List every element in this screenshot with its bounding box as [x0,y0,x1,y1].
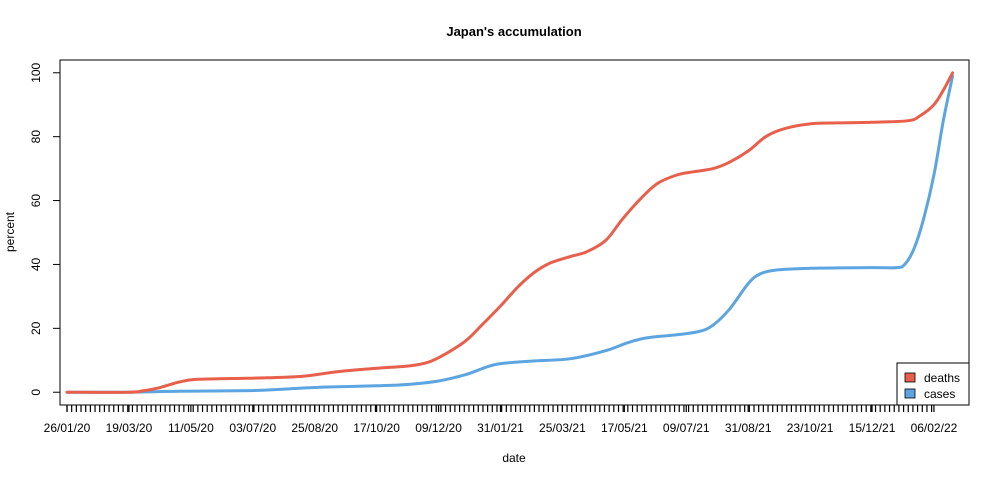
x-tick-label: 23/10/21 [787,421,834,435]
chart-title: Japan's accumulation [446,24,581,39]
legend-swatch-deaths [904,372,916,383]
x-axis-label: date [502,451,526,465]
y-axis-label: percent [3,211,17,252]
y-tick-label: 40 [29,257,43,271]
x-tick-label: 11/05/20 [168,421,214,435]
y-tick-label: 0 [29,389,43,396]
x-tick-label: 25/03/21 [539,421,586,435]
x-tick-label: 15/12/21 [849,421,896,435]
x-tick-label: 19/03/20 [106,421,153,435]
x-tick-label: 06/02/22 [911,421,958,435]
x-tick-label: 17/10/20 [353,421,400,435]
y-tick-label: 60 [29,194,43,208]
series-layer [65,71,955,394]
y-tick-label: 20 [29,321,43,335]
x-tick-label: 17/05/21 [601,421,648,435]
legend-label-deaths: deaths [924,371,960,385]
x-tick-label: 09/12/20 [415,421,462,435]
y-tick-label: 100 [29,62,43,82]
y-tick-label: 80 [29,130,43,144]
series-line-cases [65,74,955,394]
legend-label-cases: cases [924,387,955,401]
y-axis: 0 20 40 60 80 100 [29,62,61,396]
x-tick-label: 09/07/21 [663,421,710,435]
x-tick-label: 26/01/20 [44,421,91,435]
legend: deaths cases [896,362,970,406]
x-tick-label: 31/08/21 [725,421,772,435]
plot-area-frame [59,59,970,406]
x-tick-label: 31/01/21 [477,421,524,435]
x-axis: 26/01/20 19/03/20 11/05/20 03/07/20 25/08/20… [44,404,958,435]
x-tick-label: 25/08/20 [291,421,338,435]
legend-swatch-cases [904,388,916,399]
series-line-deaths [65,71,955,394]
x-tick-label: 03/07/20 [229,421,276,435]
